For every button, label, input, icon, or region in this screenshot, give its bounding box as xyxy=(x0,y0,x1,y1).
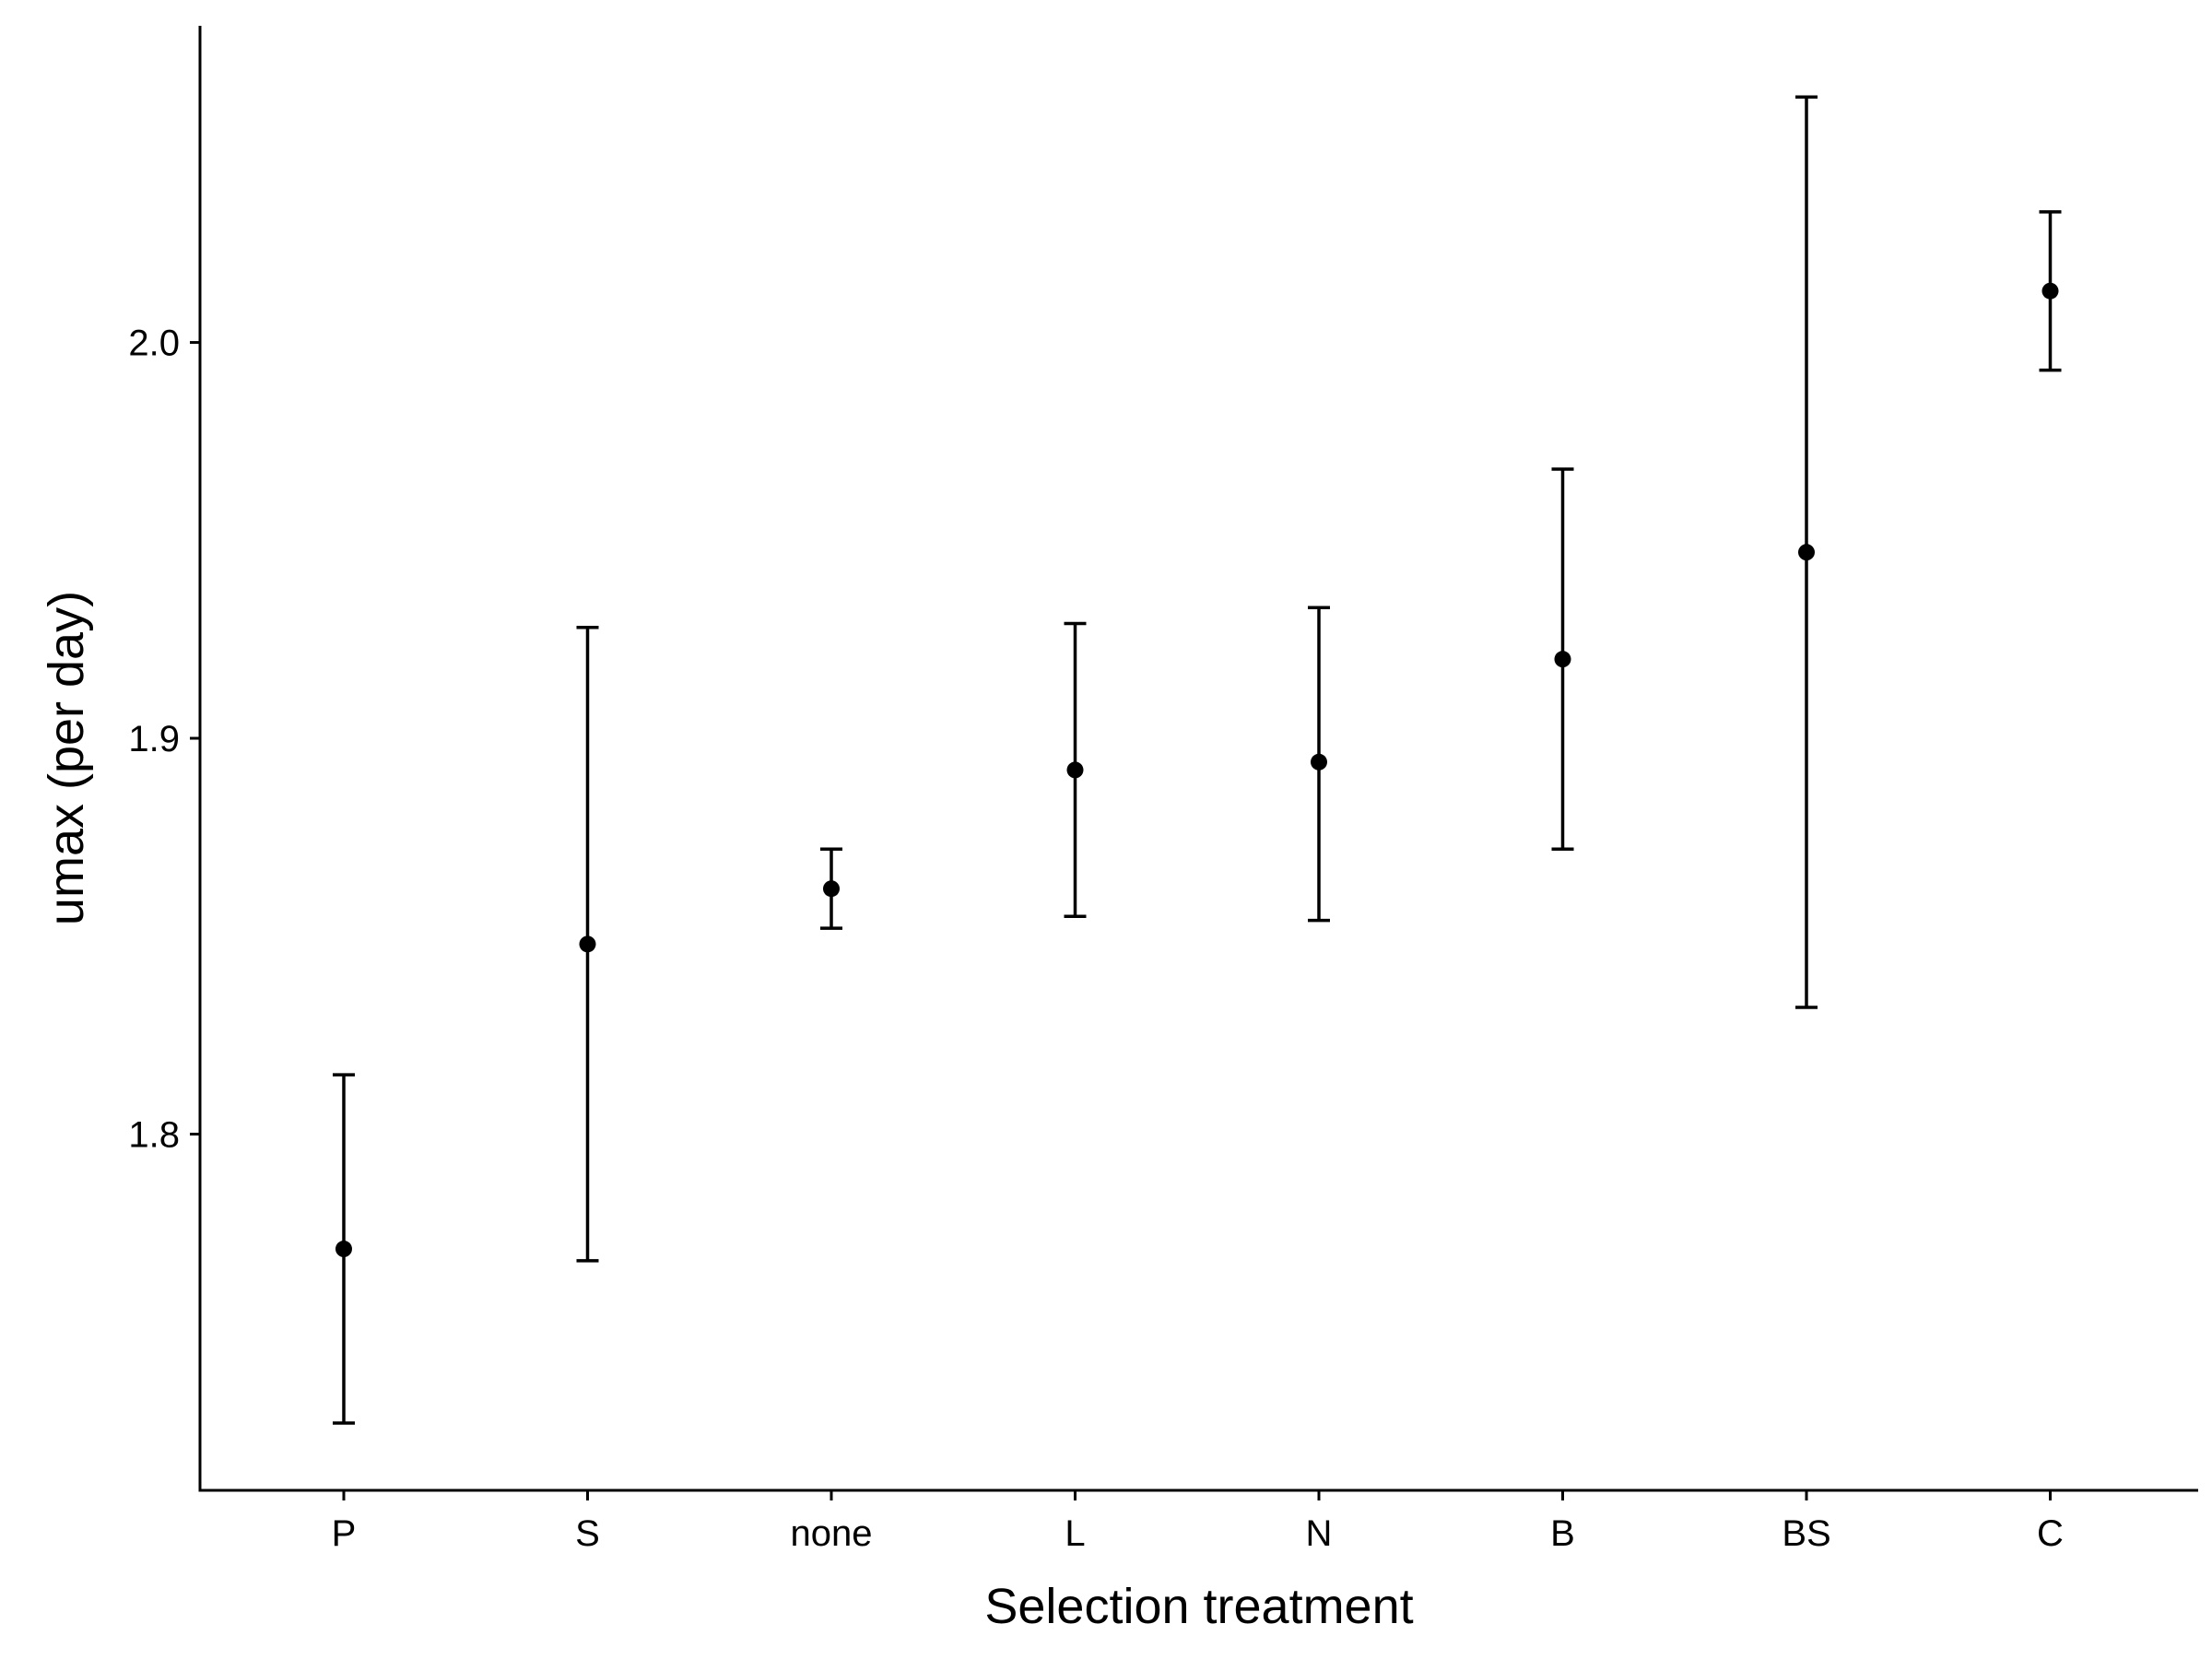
y-tick-label: 2.0 xyxy=(128,324,180,364)
x-tick-label: none xyxy=(791,1513,873,1554)
y-tick-label: 1.9 xyxy=(128,719,180,759)
x-tick-label: L xyxy=(1065,1513,1085,1554)
data-point-N xyxy=(1311,753,1327,771)
data-point-B xyxy=(1554,651,1571,668)
data-point-S xyxy=(579,935,596,953)
plot-area xyxy=(333,95,2062,1425)
x-tick-label: P xyxy=(332,1513,357,1554)
x-axis-title: Selection treatment xyxy=(984,1579,1413,1634)
y-axis-ticks: 1.8 1.9 2.0 xyxy=(128,324,200,1155)
y-tick-label: 1.8 xyxy=(128,1114,180,1155)
x-tick-label: C xyxy=(2037,1513,2064,1554)
data-point-none xyxy=(823,880,840,898)
data-point-C xyxy=(2041,282,2059,300)
x-tick-label: BS xyxy=(1782,1513,1830,1554)
x-tick-label: B xyxy=(1550,1513,1575,1554)
x-tick-label: S xyxy=(575,1513,600,1554)
y-axis-title: umax (per day) xyxy=(39,591,94,925)
x-tick-label: N xyxy=(1306,1513,1333,1554)
data-point-P xyxy=(335,1241,352,1258)
data-point-L xyxy=(1066,761,1084,779)
data-point-BS xyxy=(1798,544,1815,561)
